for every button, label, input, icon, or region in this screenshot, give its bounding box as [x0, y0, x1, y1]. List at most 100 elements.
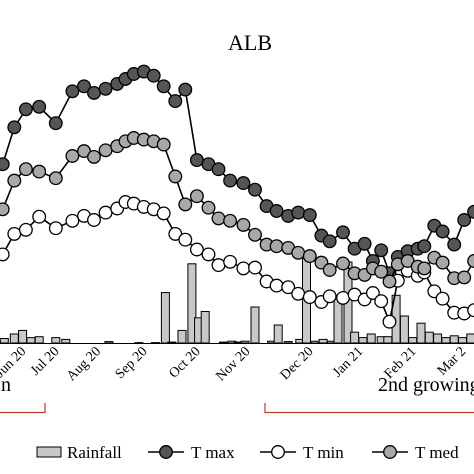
point-t-min [291, 286, 306, 301]
point-t-min [336, 290, 350, 305]
point-t-min [65, 213, 80, 228]
growing-season-annotations: n 2nd growing [0, 374, 474, 414]
point-t-min [7, 226, 22, 241]
rainfall-bar [283, 341, 293, 344]
season-label-second: 2nd growing [378, 374, 474, 396]
season-label-first: n [1, 374, 11, 396]
point-t-min [0, 247, 10, 262]
point-t-max [322, 234, 337, 249]
point-t-max [18, 102, 33, 117]
rainfall-bar [408, 337, 418, 344]
point-t-med [189, 189, 204, 204]
point-t-min [248, 260, 262, 275]
rainfall-bar [177, 329, 187, 344]
point-t-med [269, 239, 284, 254]
point-t-max [357, 236, 372, 251]
point-t-med [435, 255, 450, 270]
rainfall-bar [34, 336, 44, 344]
point-t-med [336, 256, 350, 271]
point-t-med [382, 274, 397, 289]
rainfall-bar [383, 336, 393, 344]
month-tick-label: Jul 20 [28, 344, 63, 379]
point-t-max [417, 239, 432, 254]
point-t-med [417, 261, 432, 276]
point-t-max [336, 225, 350, 240]
point-t-max [447, 237, 462, 252]
point-t-min [189, 242, 204, 257]
point-t-med [302, 249, 317, 264]
point-t-max [7, 120, 22, 135]
point-t-max [65, 84, 80, 99]
rainfall-bar [466, 333, 474, 344]
point-t-med [374, 264, 389, 279]
legend-tmax-label: T max [191, 443, 235, 462]
point-t-max [189, 153, 204, 168]
point-t-med [201, 200, 216, 215]
point-t-med [168, 169, 183, 184]
rainfall-bar [250, 306, 260, 344]
point-t-max [156, 79, 171, 94]
legend-rainfall-label: Rainfall [67, 443, 122, 462]
rainfall-bar [350, 331, 360, 344]
point-t-min [269, 278, 284, 293]
point-t-min [302, 290, 317, 305]
point-t-min [211, 258, 226, 273]
season-bracket-second [264, 403, 474, 414]
point-t-max [467, 204, 474, 219]
point-t-max [168, 94, 183, 109]
legend: Rainfall T max T min T med [36, 443, 459, 462]
point-t-max [236, 176, 251, 191]
month-tick-label: Jan 21 [330, 344, 366, 380]
point-t-med [156, 137, 171, 152]
rainfall-bar [366, 333, 376, 344]
point-t-min [18, 222, 33, 237]
point-t-min [48, 221, 63, 236]
point-t-med [322, 263, 337, 277]
point-t-min [322, 289, 337, 304]
point-t-min [223, 254, 238, 269]
rainfall-bar [104, 341, 114, 344]
point-t-med [87, 149, 101, 164]
point-t-max [302, 208, 317, 223]
season-bracket-first [0, 403, 46, 414]
month-tick-label: Nov 20 [213, 344, 253, 384]
point-t-max [211, 162, 226, 177]
point-t-med [0, 202, 10, 217]
point-t-max [32, 99, 47, 114]
point-t-min [87, 213, 101, 227]
rainfall-bar [449, 335, 459, 344]
point-t-med [178, 197, 193, 212]
point-t-med [236, 217, 251, 232]
legend-rainfall-swatch [36, 446, 62, 458]
rainfall-bar [18, 329, 28, 344]
chart-title: ALB [228, 30, 272, 55]
rainfall-bar [160, 292, 170, 344]
point-t-med [65, 149, 80, 163]
point-t-min [178, 232, 193, 247]
legend-tmed-marker [383, 445, 397, 459]
point-t-min [435, 291, 450, 306]
point-t-max [291, 205, 306, 220]
point-t-med [211, 211, 226, 226]
rainfall-bar [416, 322, 426, 344]
legend-tmax-marker [159, 445, 173, 459]
rainfall-bar [358, 337, 368, 344]
legend-tmed-label: T med [415, 443, 459, 462]
point-t-med [98, 143, 113, 158]
point-t-max [435, 224, 450, 239]
series-line-t-max [1, 70, 474, 276]
rainfall-bar [167, 341, 177, 344]
point-t-med [457, 270, 472, 285]
rainfall-bar [240, 340, 250, 344]
point-t-min [32, 209, 47, 224]
point-t-max [146, 68, 161, 83]
point-t-min [365, 286, 380, 300]
rainfall-bar [51, 337, 61, 344]
rainfall-bar [61, 338, 71, 344]
point-t-max [223, 173, 238, 188]
point-t-med [7, 173, 22, 188]
rainfall-bar [433, 333, 443, 344]
point-t-min [281, 280, 296, 295]
legend-tmin-label: T min [303, 443, 344, 462]
